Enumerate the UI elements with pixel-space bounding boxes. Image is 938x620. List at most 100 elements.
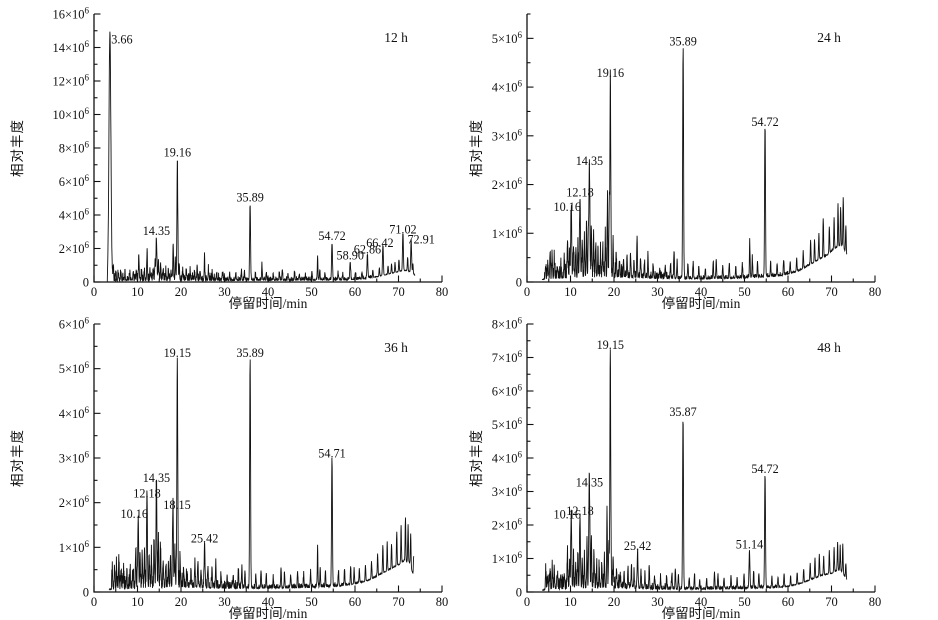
- y-tick-label: 5×106: [492, 30, 523, 46]
- x-tick-label: 20: [608, 285, 621, 299]
- y-tick-label: 12×106: [52, 73, 89, 89]
- x-tick-label: 10: [131, 595, 144, 609]
- y-tick-label: 2×106: [492, 517, 523, 533]
- x-tick-label: 30: [218, 595, 231, 609]
- x-axis-title: 停留时间/min: [662, 295, 741, 310]
- y-axis-ticks: [94, 13, 101, 283]
- x-tick-label: 0: [91, 595, 97, 609]
- y-tick-label: 6×106: [59, 173, 90, 189]
- y-tick-label: 0: [83, 586, 89, 600]
- x-tick-label: 80: [869, 595, 882, 609]
- peak-label: 19.16: [597, 66, 624, 80]
- x-tick-label: 10: [564, 285, 577, 299]
- y-tick-label: 5×106: [492, 416, 523, 432]
- y-axis-title: 相对丰度: [10, 429, 25, 487]
- peak-label: 19.15: [597, 338, 624, 352]
- x-tick-label: 70: [392, 595, 405, 609]
- x-tick-label: 40: [695, 595, 708, 609]
- y-tick-label: 3×106: [492, 483, 523, 499]
- y-tick-label: 3×106: [59, 450, 90, 466]
- y-tick-label: 1×106: [492, 225, 523, 241]
- y-tick-label: 1×106: [492, 550, 523, 566]
- peak-label: 35.89: [236, 346, 263, 360]
- chromatogram-panel-48h: 0 10 20 30 40 50 60 70 80 0 1×106 2×106 3×106 4×106 5×…: [469, 316, 882, 620]
- panel-time-label: 48 h: [817, 340, 841, 355]
- x-tick-label: 20: [175, 595, 188, 609]
- chromatogram-trace: [541, 349, 848, 592]
- x-tick-label: 60: [349, 285, 362, 299]
- y-tick-label: 0: [83, 276, 89, 290]
- y-tick-label: 2×106: [59, 240, 90, 256]
- y-axis-ticks: [527, 13, 534, 283]
- x-tick-label: 70: [825, 285, 838, 299]
- y-tick-label: 0: [516, 276, 522, 290]
- peak-label: 10.16: [553, 507, 580, 521]
- peak-label: 14.35: [143, 471, 170, 485]
- y-tick-label: 14×106: [52, 39, 89, 55]
- x-axis-title: 停留时间/min: [229, 605, 308, 620]
- peak-label: 58.90: [337, 248, 364, 262]
- y-tick-label: 8×106: [492, 316, 523, 332]
- x-tick-label: 30: [651, 285, 664, 299]
- y-tick-label: 3×106: [492, 127, 523, 143]
- x-tick-label: 60: [782, 595, 795, 609]
- chromatogram-trace: [106, 31, 416, 283]
- y-tick-label: 4×106: [492, 79, 523, 95]
- x-tick-label: 20: [175, 285, 188, 299]
- x-tick-label: 30: [651, 595, 664, 609]
- peak-label: 62.86: [354, 243, 381, 257]
- y-tick-label: 16×106: [52, 6, 89, 22]
- y-axis-ticks: [527, 323, 534, 593]
- x-tick-label: 50: [305, 595, 318, 609]
- x-axis-ticks: [526, 275, 876, 282]
- x-tick-label: 0: [524, 285, 530, 299]
- y-axis-title: 相对丰度: [469, 429, 484, 487]
- panel-time-label: 24 h: [817, 30, 841, 45]
- x-tick-label: 40: [695, 285, 708, 299]
- y-tick-label: 7×106: [492, 349, 523, 365]
- peak-label: 35.87: [669, 405, 696, 419]
- y-tick-label: 5×106: [59, 360, 90, 376]
- peak-label: 25.42: [191, 531, 218, 545]
- x-tick-label: 80: [436, 595, 449, 609]
- peak-label: 54.72: [318, 229, 345, 243]
- x-tick-label: 50: [738, 595, 751, 609]
- chromatogram-panel-36h: 0 10 20 30 40 50 60 70 80 0 1×106 2×106 3×106 4×106 5×…: [10, 316, 449, 620]
- x-tick-label: 80: [869, 285, 882, 299]
- y-tick-label: 6×106: [492, 383, 523, 399]
- peak-label: 25.42: [624, 539, 651, 553]
- x-tick-label: 60: [349, 595, 362, 609]
- x-tick-label: 40: [262, 595, 275, 609]
- peak-label: 12.18: [133, 487, 160, 501]
- peak-label: 10.16: [120, 507, 147, 521]
- chromatogram-trace: [541, 48, 848, 281]
- panel-time-label: 12 h: [384, 30, 408, 45]
- peak-label: 18.15: [163, 498, 190, 512]
- peak-label: 19.15: [164, 346, 191, 360]
- x-tick-label: 50: [305, 285, 318, 299]
- y-axis-title: 相对丰度: [469, 119, 484, 177]
- x-axis-title: 停留时间/min: [662, 605, 741, 620]
- peak-label: 51.14: [736, 537, 763, 551]
- x-tick-label: 70: [392, 285, 405, 299]
- peak-label: 54.71: [318, 446, 345, 460]
- x-tick-label: 10: [564, 595, 577, 609]
- peak-label: 14.35: [576, 154, 603, 168]
- y-axis-ticks: [94, 323, 101, 593]
- peak-label: 3.66: [111, 32, 132, 46]
- chromatogram-trace: [108, 357, 415, 591]
- peak-label: 14.35: [143, 224, 170, 238]
- x-tick-label: 20: [608, 595, 621, 609]
- peak-label: 14.35: [576, 476, 603, 490]
- y-tick-label: 4×106: [59, 405, 90, 421]
- y-tick-label: 10×106: [52, 106, 89, 122]
- peak-label: 72.91: [407, 233, 434, 247]
- y-axis-title: 相对丰度: [10, 119, 25, 177]
- peak-label: 19.16: [164, 145, 191, 159]
- peak-label: 54.72: [751, 462, 778, 476]
- peak-label: 35.89: [669, 35, 696, 49]
- x-tick-label: 10: [131, 285, 144, 299]
- peak-label: 71.02: [389, 222, 416, 236]
- chromatogram-panel-12h: 0 10 20 30 40 50 60 70 80 0 2×106 4×106 6×106 8×106 10…: [10, 6, 448, 311]
